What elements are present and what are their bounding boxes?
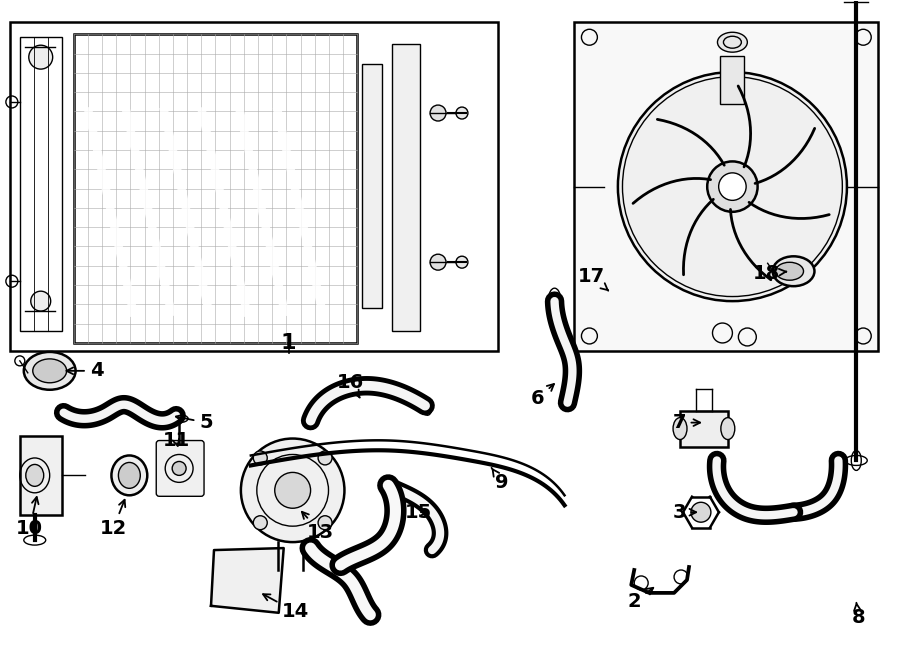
Ellipse shape (232, 559, 266, 597)
Bar (10, 22, 498, 351)
Circle shape (253, 516, 267, 529)
Circle shape (253, 451, 267, 465)
Ellipse shape (23, 352, 76, 390)
Text: 5: 5 (176, 413, 212, 432)
Circle shape (456, 107, 468, 119)
Circle shape (674, 570, 688, 584)
Text: 7: 7 (672, 413, 700, 432)
Text: 1: 1 (281, 333, 296, 353)
Text: 12: 12 (100, 500, 127, 537)
FancyBboxPatch shape (157, 440, 204, 496)
Text: 16: 16 (337, 373, 364, 398)
Ellipse shape (673, 418, 687, 440)
Text: 8: 8 (851, 603, 865, 627)
Text: 15: 15 (404, 503, 432, 522)
Circle shape (274, 473, 310, 508)
Circle shape (691, 502, 711, 522)
Polygon shape (211, 548, 284, 613)
Bar (392, 44, 420, 331)
Circle shape (707, 161, 758, 212)
Ellipse shape (721, 418, 734, 440)
Bar (721, 56, 744, 104)
Text: 3: 3 (672, 503, 696, 522)
Text: 6: 6 (531, 384, 554, 408)
Text: 17: 17 (578, 267, 608, 291)
Ellipse shape (776, 262, 804, 280)
Circle shape (719, 173, 746, 200)
Ellipse shape (717, 32, 747, 52)
Text: 18: 18 (753, 264, 787, 283)
Bar (680, 410, 728, 447)
Circle shape (634, 576, 648, 590)
Ellipse shape (119, 463, 140, 488)
Text: 9: 9 (491, 468, 508, 492)
Text: 11: 11 (163, 431, 190, 450)
Text: 10: 10 (16, 497, 43, 537)
Circle shape (31, 291, 50, 311)
Circle shape (430, 254, 446, 270)
Circle shape (241, 438, 345, 542)
Bar (574, 22, 878, 351)
Circle shape (266, 593, 275, 603)
Circle shape (618, 72, 847, 301)
Circle shape (172, 461, 186, 475)
Circle shape (430, 105, 446, 121)
Circle shape (456, 256, 468, 268)
Bar (20, 37, 61, 331)
Bar (74, 34, 357, 343)
Text: 13: 13 (302, 512, 334, 541)
Ellipse shape (772, 256, 814, 286)
Circle shape (220, 591, 230, 601)
Text: 14: 14 (263, 594, 310, 621)
Bar (363, 64, 382, 308)
Ellipse shape (32, 359, 67, 383)
Circle shape (29, 45, 53, 69)
Ellipse shape (26, 465, 44, 486)
Text: 2: 2 (627, 588, 653, 611)
Text: 4: 4 (67, 362, 104, 380)
Circle shape (318, 451, 332, 465)
Bar (20, 436, 61, 515)
Circle shape (318, 516, 332, 529)
Circle shape (242, 553, 252, 563)
Ellipse shape (112, 455, 148, 495)
